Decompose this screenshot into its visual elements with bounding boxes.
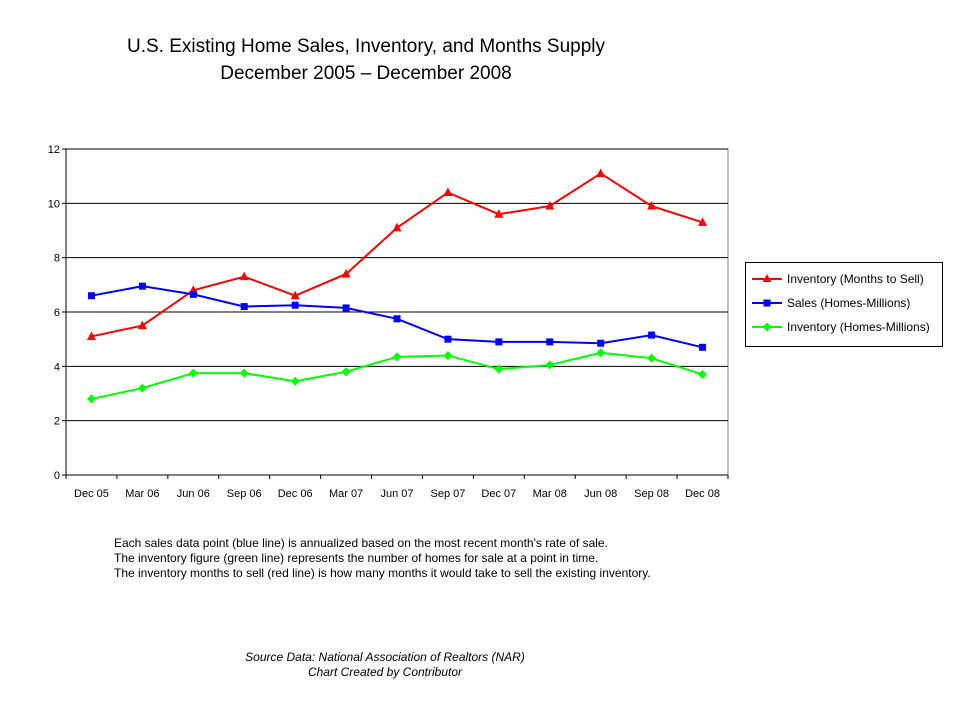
chart-subtitle: December 2005 – December 2008 bbox=[220, 63, 512, 84]
legend-item-sales: Sales (Homes-Millions) bbox=[746, 294, 944, 312]
data-point-square bbox=[342, 304, 350, 312]
x-tick-label: Jun 06 bbox=[177, 488, 210, 500]
legend-item-inventory-homes: Inventory (Homes-Millions) bbox=[746, 318, 944, 336]
data-point-diamond bbox=[494, 364, 504, 374]
note-months-to-sell: The inventory months to sell (red line) … bbox=[114, 566, 651, 580]
data-point-diamond bbox=[86, 394, 96, 404]
y-tick-label: 8 bbox=[54, 253, 60, 265]
data-point-triangle bbox=[137, 320, 147, 330]
data-point-square bbox=[240, 303, 248, 311]
data-point-diamond bbox=[596, 348, 606, 358]
data-point-triangle bbox=[443, 187, 453, 196]
chart-legend: Inventory (Months to Sell) Sales (Homes-… bbox=[745, 262, 943, 347]
data-point-triangle bbox=[647, 201, 657, 210]
y-tick-label: 10 bbox=[48, 198, 60, 210]
data-point-triangle bbox=[698, 217, 708, 226]
legend-swatch-inventory-homes bbox=[752, 322, 782, 332]
chart-notes: Each sales data point (blue line) is ann… bbox=[114, 536, 651, 581]
legend-item-months-to-sell: Inventory (Months to Sell) bbox=[746, 270, 944, 288]
x-tick-label: Sep 07 bbox=[430, 488, 465, 500]
data-point-square bbox=[87, 292, 95, 300]
data-point-diamond bbox=[341, 367, 351, 377]
data-point-diamond bbox=[647, 353, 657, 363]
data-point-square bbox=[393, 315, 401, 323]
data-point-diamond bbox=[443, 350, 453, 360]
data-point-diamond bbox=[290, 376, 300, 386]
data-point-square bbox=[699, 343, 707, 351]
data-point-diamond bbox=[239, 368, 249, 378]
legend-label-sales: Sales (Homes-Millions) bbox=[787, 296, 911, 310]
x-tick-label: Dec 05 bbox=[74, 488, 109, 500]
x-tick-label: Mar 06 bbox=[125, 488, 159, 500]
x-tick-label: Sep 06 bbox=[227, 488, 262, 500]
data-point-diamond bbox=[188, 368, 198, 378]
data-point-triangle bbox=[86, 331, 96, 340]
legend-swatch-months-to-sell bbox=[752, 274, 782, 282]
data-point-triangle bbox=[545, 201, 555, 210]
data-point-triangle bbox=[494, 209, 504, 218]
x-tick-label: Jun 07 bbox=[380, 488, 413, 500]
data-point-square bbox=[189, 290, 197, 298]
data-point-square bbox=[648, 331, 656, 339]
note-sales: Each sales data point (blue line) is ann… bbox=[114, 536, 608, 550]
data-point-triangle bbox=[290, 290, 300, 300]
x-tick-label: Dec 07 bbox=[481, 488, 516, 500]
note-inventory: The inventory figure (green line) repres… bbox=[114, 551, 599, 565]
data-point-triangle bbox=[239, 271, 249, 281]
chart-title: U.S. Existing Home Sales, Inventory, and… bbox=[126, 36, 606, 57]
data-point-square bbox=[597, 339, 605, 347]
data-point-diamond bbox=[545, 360, 555, 370]
y-tick-label: 2 bbox=[54, 416, 60, 428]
data-point-triangle bbox=[596, 168, 606, 177]
data-point-triangle bbox=[392, 222, 402, 232]
legend-label-inventory-homes: Inventory (Homes-Millions) bbox=[787, 320, 930, 334]
y-tick-label: 6 bbox=[54, 307, 60, 319]
data-point-diamond bbox=[392, 352, 402, 362]
x-tick-label: Dec 06 bbox=[278, 488, 313, 500]
data-point-square bbox=[138, 282, 146, 290]
data-point-triangle bbox=[341, 268, 351, 278]
x-tick-label: Jun 08 bbox=[584, 488, 617, 500]
data-point-square bbox=[444, 335, 452, 343]
x-tick-label: Mar 08 bbox=[533, 488, 567, 500]
y-tick-label: 12 bbox=[48, 144, 60, 156]
x-tick-label: Mar 07 bbox=[329, 488, 363, 500]
data-point-diamond bbox=[698, 369, 708, 379]
data-point-square bbox=[291, 301, 299, 309]
y-tick-label: 4 bbox=[54, 361, 60, 373]
x-tick-label: Sep 08 bbox=[634, 488, 669, 500]
source-text: Source Data: National Association of Rea… bbox=[245, 650, 525, 664]
data-point-diamond bbox=[137, 383, 147, 393]
x-tick-label: Dec 08 bbox=[685, 488, 720, 500]
legend-label-months-to-sell: Inventory (Months to Sell) bbox=[787, 272, 924, 286]
data-point-square bbox=[546, 338, 554, 346]
y-tick-label: 0 bbox=[54, 470, 60, 482]
legend-swatch-sales bbox=[752, 299, 782, 307]
data-point-square bbox=[495, 338, 503, 346]
credit-text: Chart Created by Contributor bbox=[307, 665, 463, 679]
